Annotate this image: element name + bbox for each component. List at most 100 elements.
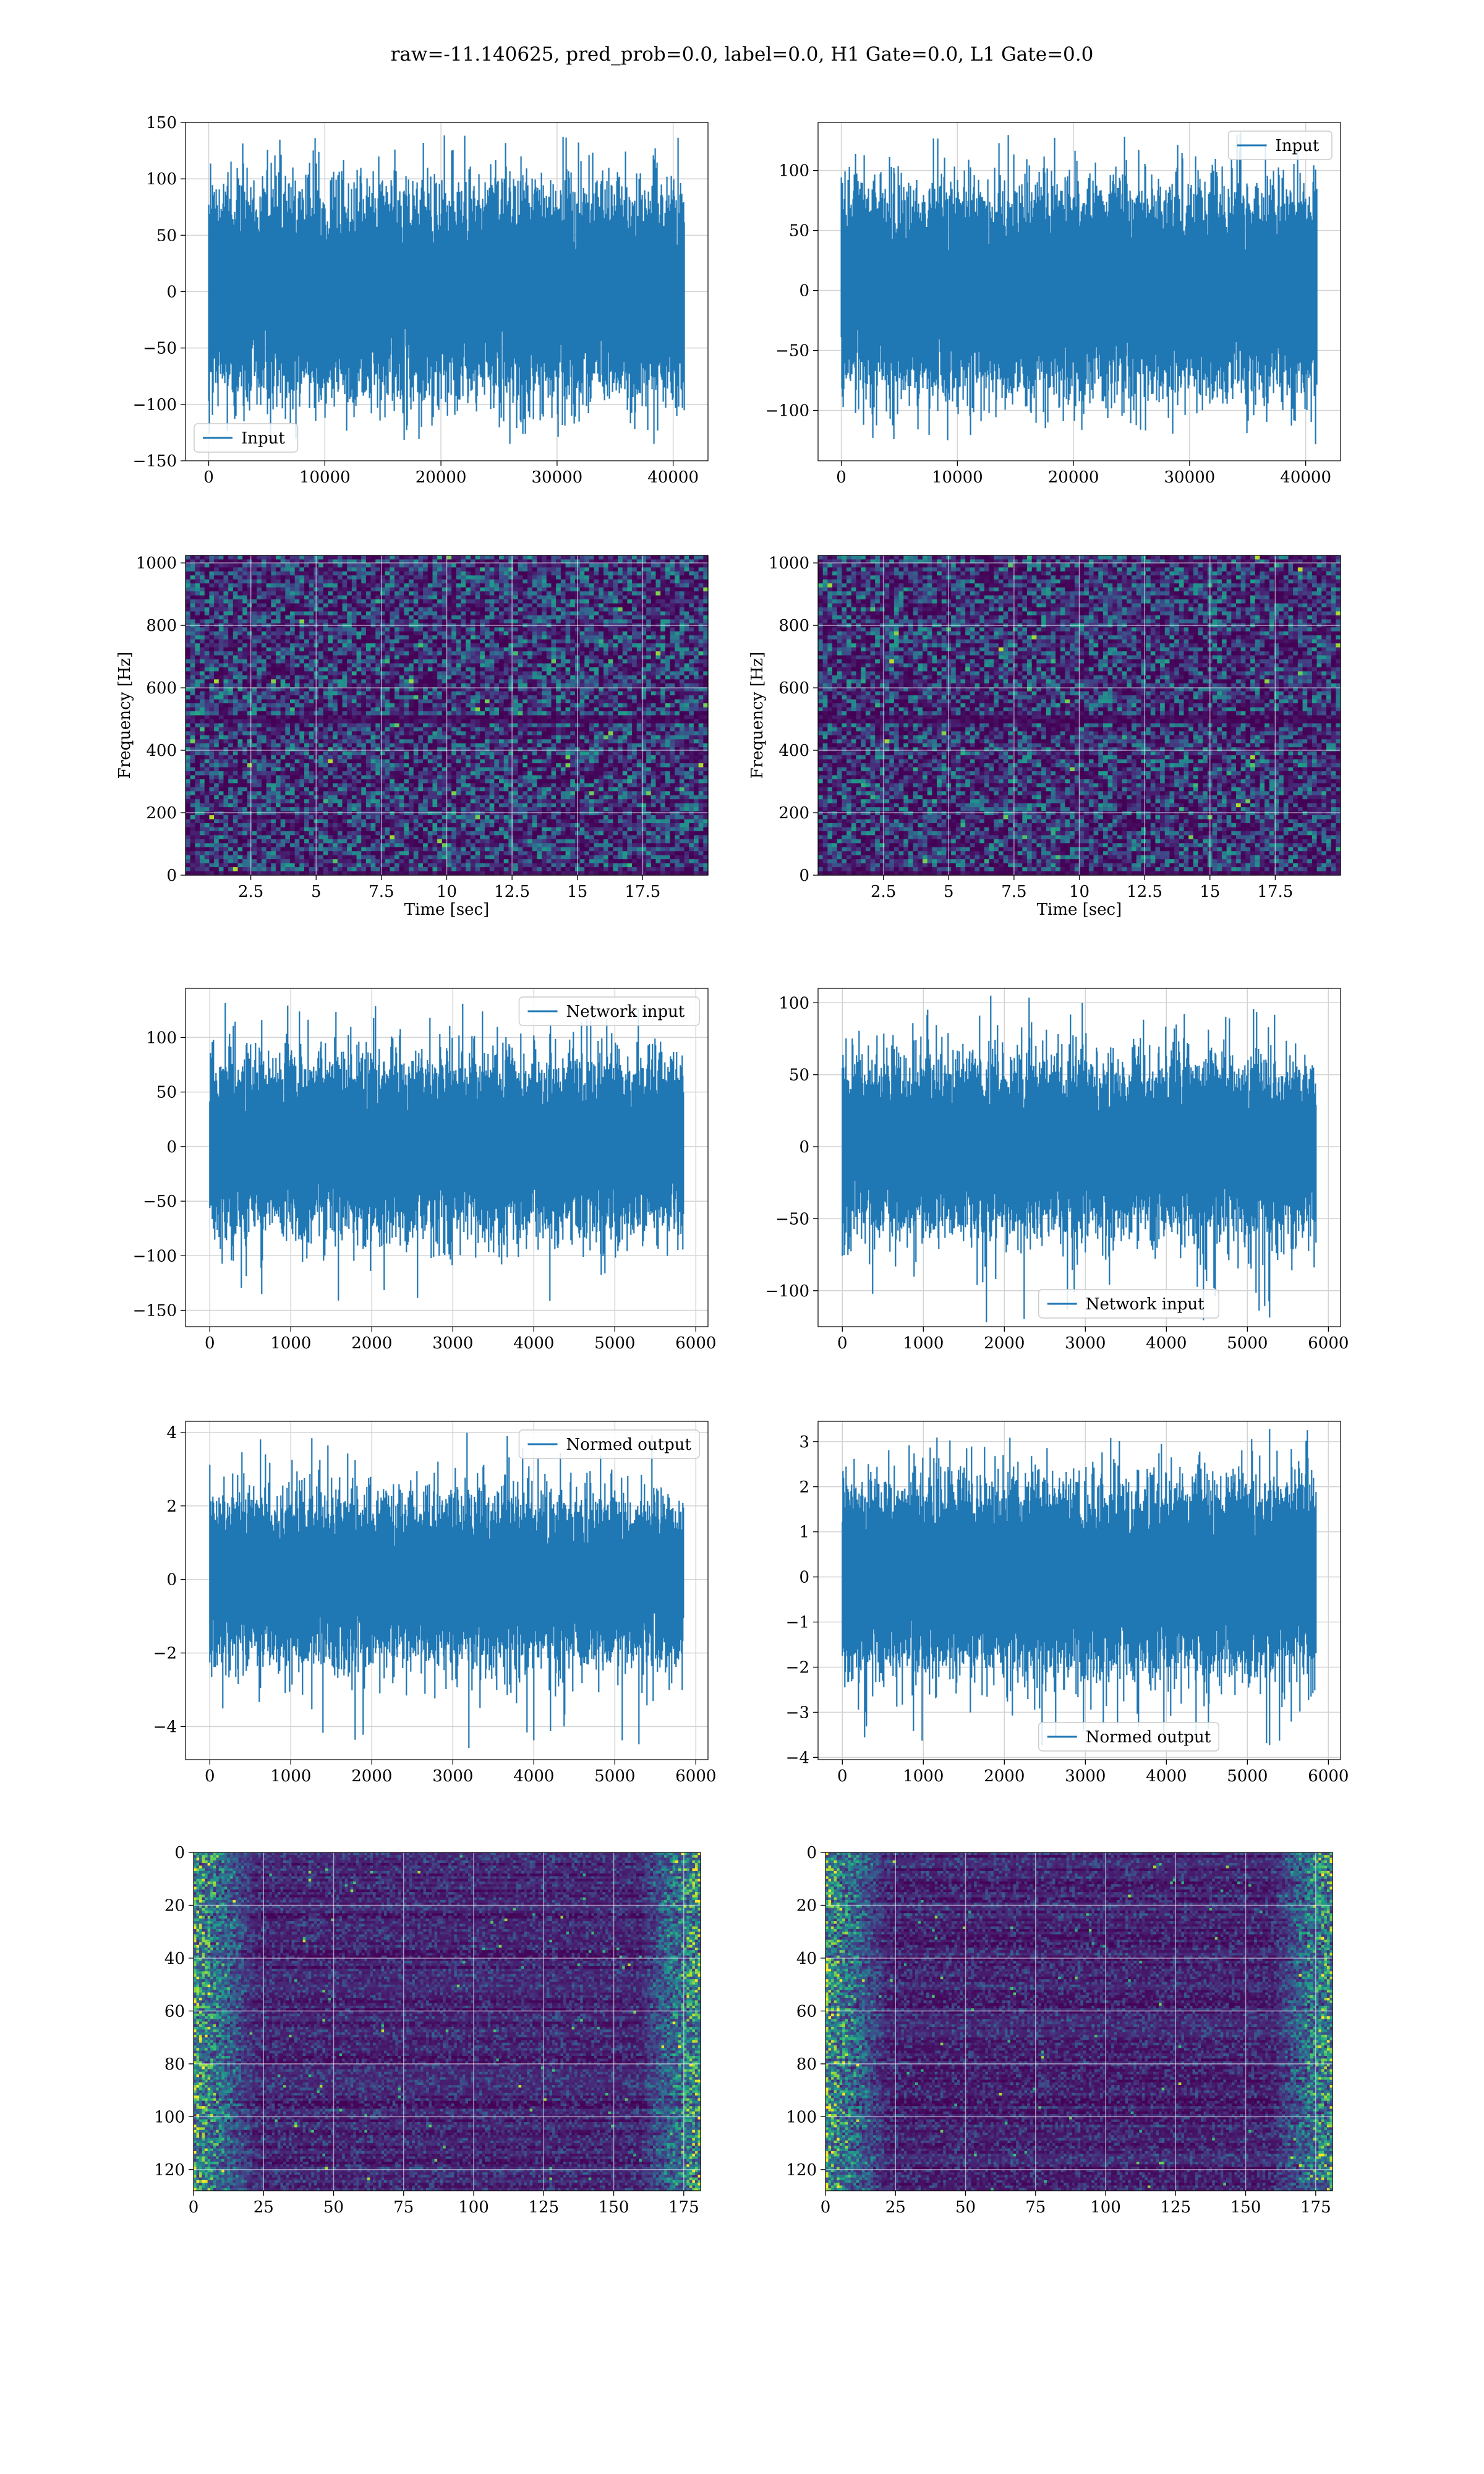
heat-cell xyxy=(271,615,276,620)
heat-cell xyxy=(623,615,628,620)
heat-cell xyxy=(456,695,461,700)
heat-cell xyxy=(508,627,513,631)
heat-cell xyxy=(680,667,684,672)
heat-cell xyxy=(276,663,281,667)
heat-cell xyxy=(366,656,371,660)
heat-cell xyxy=(423,667,428,672)
heat-cell xyxy=(466,627,471,631)
heat-cell xyxy=(537,727,542,732)
heat-cell xyxy=(262,619,267,623)
heat-cell xyxy=(447,607,452,612)
heat-cell xyxy=(271,656,276,660)
heat-cell xyxy=(632,716,637,720)
heat-cell xyxy=(613,727,618,732)
heat-cell xyxy=(414,571,419,576)
heat-cell xyxy=(552,571,556,576)
heat-cell xyxy=(613,679,618,683)
heat-cell xyxy=(608,711,613,716)
heat-cell xyxy=(375,580,380,584)
heat-cell xyxy=(385,583,390,588)
heat-cell xyxy=(447,583,452,588)
heat-cell xyxy=(423,611,428,615)
heat-cell xyxy=(404,667,409,672)
heat-cell xyxy=(632,640,637,644)
heat-cell xyxy=(223,671,228,675)
heat-cell xyxy=(451,611,456,615)
heat-cell xyxy=(252,580,257,584)
heat-cell xyxy=(485,555,490,560)
heat-cell xyxy=(242,627,247,631)
heat-cell xyxy=(309,563,314,568)
heat-cell xyxy=(518,727,523,732)
heat-cell xyxy=(613,619,618,623)
heat-cell xyxy=(252,671,257,675)
heat-cell xyxy=(195,604,200,608)
heat-cell xyxy=(209,627,214,631)
heat-cell xyxy=(608,619,613,623)
heat-cell xyxy=(285,708,290,712)
heat-cell xyxy=(309,723,314,727)
heat-cell xyxy=(200,555,205,560)
heat-cell xyxy=(385,591,390,596)
heat-cell xyxy=(414,648,419,652)
heat-cell xyxy=(570,656,575,660)
heat-cell xyxy=(522,627,527,631)
heat-cell xyxy=(304,588,309,592)
heat-cell xyxy=(219,640,224,644)
heat-cell xyxy=(675,656,680,660)
heat-cell xyxy=(333,671,338,675)
heat-cell xyxy=(589,591,594,596)
heat-cell xyxy=(233,723,238,727)
heat-cell xyxy=(328,700,333,704)
heat-cell xyxy=(570,683,575,688)
heat-cell xyxy=(594,643,599,648)
heat-cell xyxy=(233,588,238,592)
heat-cell xyxy=(343,671,348,675)
heat-cell xyxy=(580,615,585,620)
heat-cell xyxy=(542,663,547,667)
heat-cell xyxy=(542,700,547,704)
heat-cell xyxy=(186,607,190,612)
heat-cell xyxy=(371,607,376,612)
heat-cell xyxy=(608,708,613,712)
heat-cell xyxy=(437,679,442,683)
heat-cell xyxy=(542,675,547,680)
heat-cell xyxy=(214,671,219,675)
heat-cell xyxy=(323,607,328,612)
heat-cell xyxy=(214,583,219,588)
heat-cell xyxy=(689,567,694,571)
heat-cell xyxy=(613,703,618,708)
heat-cell xyxy=(499,663,504,667)
heat-cell xyxy=(338,719,343,724)
heat-cell xyxy=(262,580,267,584)
heat-cell xyxy=(281,599,286,604)
heat-cell xyxy=(423,619,428,623)
heat-cell xyxy=(603,691,608,696)
heat-cell xyxy=(461,723,466,727)
heat-cell xyxy=(613,575,618,580)
heat-cell xyxy=(632,700,637,704)
heat-cell xyxy=(352,571,357,576)
heat-cell xyxy=(527,599,532,604)
heat-cell xyxy=(323,651,328,656)
heat-cell xyxy=(613,580,618,584)
heat-cell xyxy=(228,656,233,660)
heat-cell xyxy=(309,640,314,644)
heat-cell xyxy=(599,723,603,727)
heat-cell xyxy=(257,683,262,688)
heat-cell xyxy=(309,675,314,680)
heat-cell xyxy=(608,583,613,588)
heat-cell xyxy=(566,631,571,636)
y-tick-label: −150 xyxy=(133,452,177,471)
heat-cell xyxy=(703,703,708,708)
heat-cell xyxy=(623,640,628,644)
heat-cell xyxy=(518,588,523,592)
heat-cell xyxy=(456,719,461,724)
heat-cell xyxy=(371,571,376,576)
heat-cell xyxy=(195,567,200,571)
heat-cell xyxy=(323,635,328,640)
heat-cell xyxy=(432,716,437,720)
heat-cell xyxy=(228,643,233,648)
heat-cell xyxy=(328,683,333,688)
heat-cell xyxy=(580,656,585,660)
